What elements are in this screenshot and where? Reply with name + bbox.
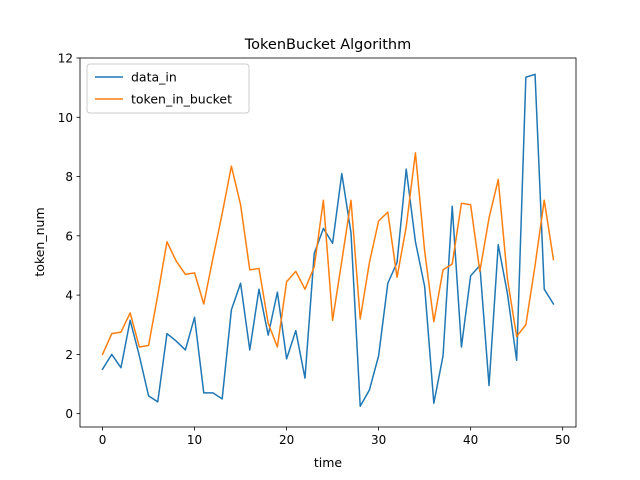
x-tick-label: 30	[371, 433, 386, 447]
legend-label-data-in: data_in	[131, 70, 177, 85]
series-line-token-in-bucket	[101, 152, 555, 356]
y-tick-label: 8	[65, 170, 73, 184]
plot-frame	[79, 57, 577, 428]
plot-area	[79, 57, 577, 428]
y-tick-label: 0	[65, 407, 73, 421]
y-axis-label: token_num	[32, 207, 47, 276]
x-axis-ticks: 0 10 20 30 40 50	[99, 427, 570, 447]
y-tick-label: 10	[58, 111, 73, 125]
series-line-data-in	[101, 73, 555, 407]
y-tick-label: 2	[65, 348, 73, 362]
x-tick-label: 0	[99, 433, 107, 447]
legend-entries: data_in token_in_bucket	[95, 70, 232, 107]
x-tick-label: 20	[279, 433, 294, 447]
x-tick-label: 40	[463, 433, 478, 447]
y-tick-label: 4	[65, 289, 73, 303]
legend-box	[86, 63, 250, 114]
legend: data_in token_in_bucket	[86, 63, 250, 114]
x-tick-label: 10	[187, 433, 202, 447]
y-tick-label: 6	[65, 229, 73, 243]
legend-label-token-in-bucket: token_in_bucket	[131, 92, 232, 107]
x-axis-label: time	[314, 455, 343, 470]
y-axis-ticks: 0 2 4 6 8 10 12	[58, 52, 80, 421]
x-tick-label: 50	[555, 433, 570, 447]
chart-title: TokenBucket Algorithm	[244, 37, 411, 53]
series-layer	[101, 73, 555, 407]
y-tick-label: 12	[58, 52, 73, 66]
